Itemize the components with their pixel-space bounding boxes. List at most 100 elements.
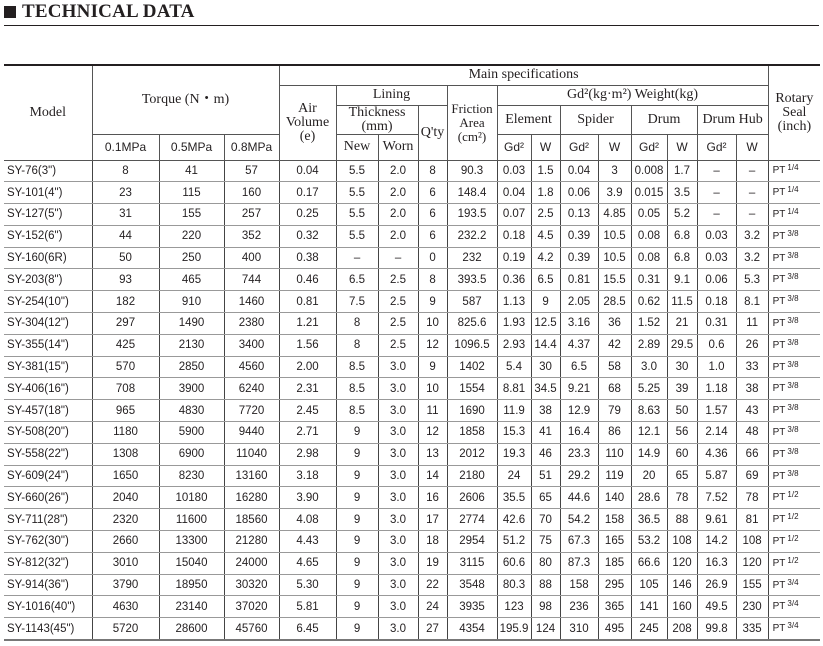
cell-torque-01mpa: 5720 [91, 617, 160, 642]
cell-lining-new: 5.5 [335, 225, 379, 248]
cell-model: SY-355(14") [4, 334, 93, 357]
seal-thread: PT [772, 296, 786, 308]
cell-torque-01mpa: 2040 [91, 486, 160, 510]
cell-element-w: 75 [530, 530, 561, 553]
seal-thread: PT [772, 514, 786, 526]
seal-size: 1/2 [787, 490, 799, 500]
seal-thread: PT [772, 601, 786, 613]
cell-torque-05mpa: 155 [158, 203, 225, 226]
cell-spider-gd2: 310 [559, 617, 599, 642]
cell-qty: 16 [417, 486, 448, 510]
cell-qty: 19 [417, 552, 448, 575]
cell-qty: 10 [417, 312, 448, 335]
cell-air-volume: 4.08 [278, 508, 337, 532]
seal-size: 3/8 [787, 424, 799, 434]
cell-lining-worn: 2.5 [377, 334, 419, 357]
cell-element-gd2: 0.36 [496, 268, 532, 292]
cell-model: SY-203(8") [4, 268, 93, 292]
cell-hub-gd2: 1.18 [696, 377, 737, 401]
cell-element-gd2: 42.6 [496, 508, 532, 532]
cell-element-gd2: 5.4 [496, 356, 532, 379]
cell-air-volume: 0.04 [278, 160, 337, 183]
cell-friction-area: 825.6 [446, 312, 498, 335]
cell-hub-gd2: 0.06 [696, 268, 737, 292]
cell-model: SY-406(16") [4, 377, 93, 401]
seal-size: 3/4 [787, 621, 799, 631]
cell-friction-area: 2606 [446, 486, 498, 510]
cell-hub-w: 81 [735, 508, 769, 532]
cell-drum-w: 56 [666, 421, 698, 444]
cell-lining-worn: 2.0 [377, 225, 419, 248]
cell-spider-w: 165 [597, 530, 632, 553]
cell-model: SY-101(4") [4, 181, 93, 205]
cell-element-w: 12.5 [530, 312, 561, 335]
seal-size: 3/8 [787, 403, 799, 413]
cell-drum-gd2: 12.1 [630, 421, 668, 444]
page-title-text: TECHNICAL DATA [22, 1, 195, 22]
cell-element-w: 9 [530, 290, 561, 314]
cell-qty: 6 [417, 225, 448, 248]
cell-spider-gd2: 4.37 [559, 334, 599, 357]
cell-air-volume: 5.30 [278, 574, 337, 597]
cell-element-w: 30 [530, 356, 561, 379]
cell-lining-new: – [335, 247, 379, 270]
header-spider: Spider [559, 104, 632, 135]
cell-rotary-seal: PT 3/8 [767, 247, 821, 270]
cell-friction-area: 1554 [446, 377, 498, 401]
cell-hub-gd2: 49.5 [696, 595, 737, 619]
cell-qty: 12 [417, 334, 448, 357]
seal-thread: PT [772, 252, 786, 264]
seal-size: 1/4 [787, 163, 799, 173]
cell-torque-01mpa: 570 [91, 356, 160, 379]
seal-size: 3/4 [787, 577, 799, 587]
cell-drum-gd2: 0.08 [630, 247, 668, 270]
cell-element-gd2: 35.5 [496, 486, 532, 510]
header-drum-gd2: Gd² [630, 133, 668, 161]
cell-spider-gd2: 236 [559, 595, 599, 619]
header-element: Element [496, 104, 561, 135]
header-gd-weight: Gd²(kg·m²) Weight(kg) [496, 84, 769, 106]
cell-drum-gd2: 20 [630, 465, 668, 488]
cell-torque-05mpa: 13300 [158, 530, 225, 553]
cell-hub-gd2: 9.61 [696, 508, 737, 532]
cell-torque-08mpa: 160 [223, 181, 280, 205]
cell-drum-gd2: 3.0 [630, 356, 668, 379]
cell-lining-new: 5.5 [335, 203, 379, 226]
cell-rotary-seal: PT 3/8 [767, 465, 821, 488]
cell-qty: 6 [417, 181, 448, 205]
cell-lining-new: 9 [335, 552, 379, 575]
cell-torque-01mpa: 297 [91, 312, 160, 335]
cell-drum-gd2: 8.63 [630, 399, 668, 423]
cell-torque-05mpa: 23140 [158, 595, 225, 619]
cell-rotary-seal: PT 1/2 [767, 530, 821, 553]
cell-air-volume: 0.38 [278, 247, 337, 270]
cell-rotary-seal: PT 3/8 [767, 334, 821, 357]
cell-rotary-seal: PT 1/2 [767, 508, 821, 532]
header-friction-area: Friction Area (cm²) [446, 84, 498, 161]
cell-torque-08mpa: 6240 [223, 377, 280, 401]
cell-element-w: 2.5 [530, 203, 561, 226]
seal-size: 1/2 [787, 533, 799, 543]
cell-model: SY-812(32") [4, 552, 93, 575]
cell-element-w: 6.5 [530, 268, 561, 292]
cell-torque-01mpa: 93 [91, 268, 160, 292]
cell-torque-01mpa: 2320 [91, 508, 160, 532]
table-row: SY-355(14") 425 2130 3400 1.56 8 2.5 12 1096.5 2.… [4, 334, 821, 357]
cell-spider-gd2: 6.5 [559, 356, 599, 379]
cell-drum-w: 160 [666, 595, 698, 619]
cell-spider-w: 68 [597, 377, 632, 401]
cell-torque-01mpa: 1308 [91, 443, 160, 466]
cell-torque-08mpa: 400 [223, 247, 280, 270]
header-qty: Q'ty [417, 104, 448, 161]
cell-torque-05mpa: 15040 [158, 552, 225, 575]
cell-lining-new: 8.5 [335, 377, 379, 401]
cell-torque-05mpa: 910 [158, 290, 225, 314]
cell-lining-new: 8.5 [335, 399, 379, 423]
cell-drum-w: 21 [666, 312, 698, 335]
cell-torque-01mpa: 50 [91, 247, 160, 270]
header-model: Model [4, 64, 93, 161]
cell-lining-worn: 2.5 [377, 268, 419, 292]
header-new: New [335, 133, 379, 161]
cell-spider-w: 10.5 [597, 225, 632, 248]
cell-spider-w: 3 [597, 160, 632, 183]
